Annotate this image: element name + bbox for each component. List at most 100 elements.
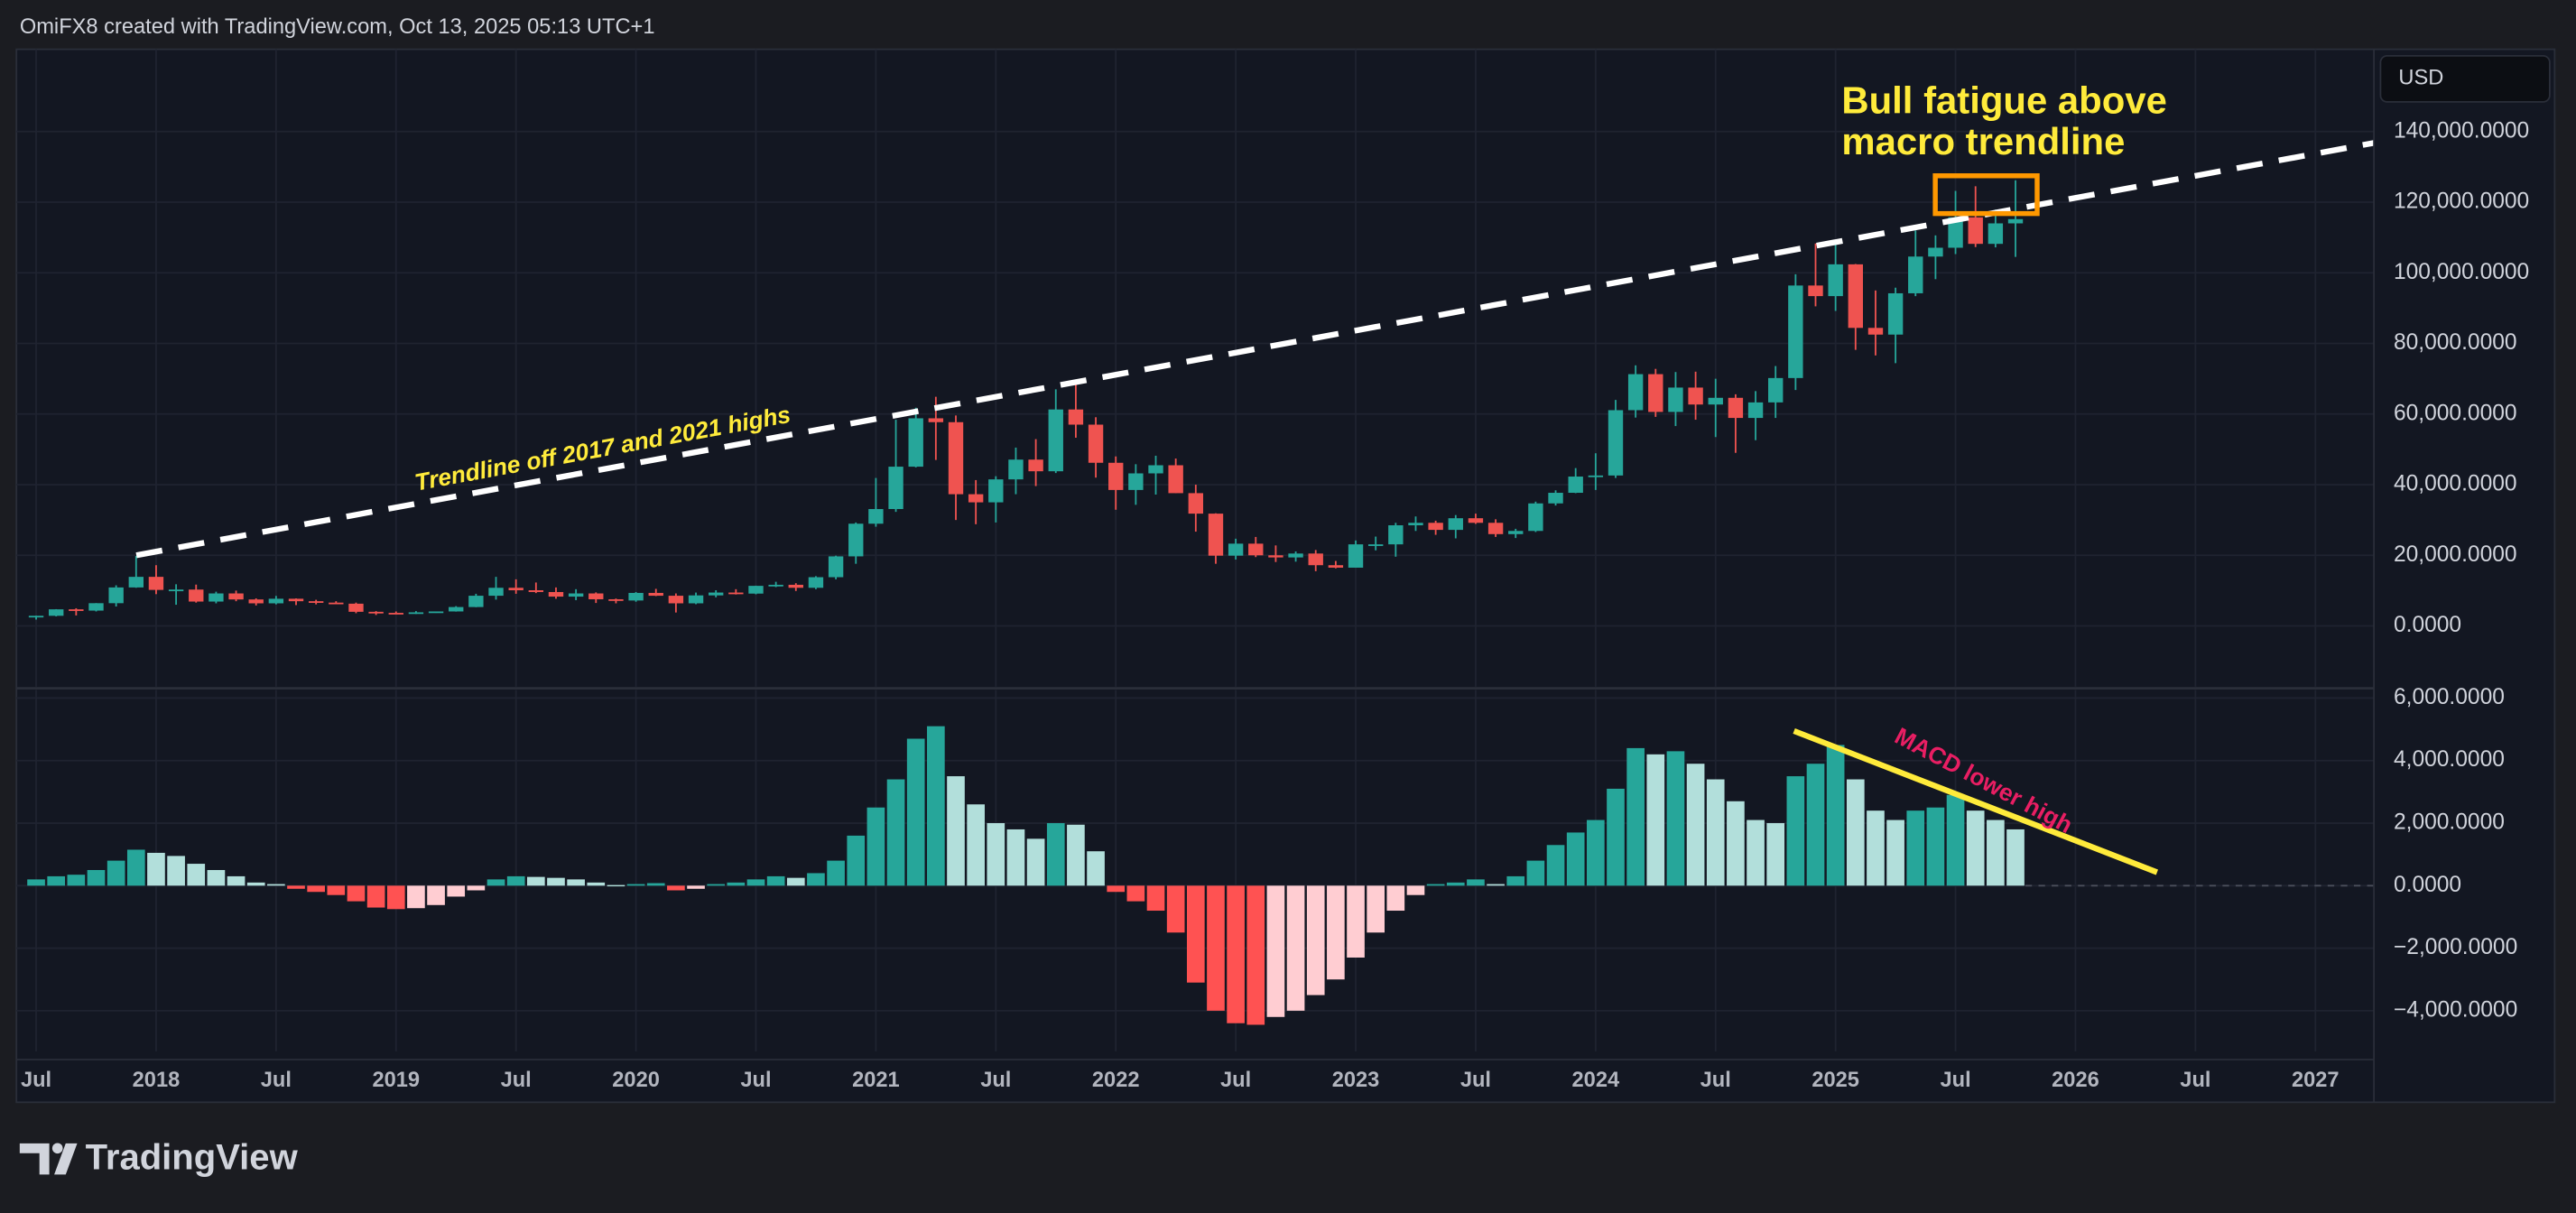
candle-body: [508, 588, 524, 591]
macd-bar: [167, 856, 185, 886]
candle-body: [768, 584, 783, 587]
logo-mark: [19, 1143, 50, 1175]
macd-bar: [947, 776, 965, 886]
currency-label[interactable]: USD: [2398, 67, 2443, 90]
macd-bar: [1046, 823, 1065, 886]
candle-body: [1568, 477, 1583, 494]
y-tick-label: 2,000.0000: [2394, 810, 2505, 835]
macd-bar: [746, 879, 765, 886]
macd-bar: [1666, 751, 1685, 886]
candle-body: [928, 418, 944, 422]
macd-bar: [1006, 829, 1025, 886]
candle-body: [1887, 292, 1904, 335]
macd-bar: [27, 879, 45, 886]
candle-body: [708, 592, 724, 596]
macd-bar: [707, 884, 726, 886]
x-tick-label: Jul: [1460, 1069, 1491, 1092]
macd-bar: [267, 884, 285, 886]
candle-body: [1728, 397, 1744, 419]
candle-body: [1708, 397, 1723, 405]
macd-bar: [1526, 860, 1545, 886]
x-tick-label: 2020: [612, 1069, 660, 1092]
y-tick-label: 60,000.0000: [2394, 401, 2517, 425]
candle-body: [1828, 264, 1843, 297]
macd-bar: [107, 860, 125, 886]
macd-bar: [1546, 845, 1565, 886]
candle-body: [1228, 543, 1244, 556]
candle-body: [1128, 473, 1144, 490]
candle-body: [648, 592, 663, 597]
macd-bar: [1446, 882, 1465, 886]
candle-body: [1768, 377, 1784, 403]
y-tick-label: 140,000.0000: [2394, 118, 2529, 143]
x-tick-label: 2027: [2292, 1069, 2340, 1092]
macd-bar: [366, 885, 385, 908]
candle-body: [1648, 374, 1663, 412]
candle-body: [1448, 518, 1463, 531]
y-tick-label: 80,000.0000: [2394, 330, 2517, 355]
candle-body: [1668, 387, 1683, 412]
candle-body: [1428, 523, 1443, 531]
x-tick-label: Jul: [21, 1069, 51, 1092]
macd-bar: [327, 885, 346, 895]
macd-bar: [506, 875, 525, 886]
macd-bar: [427, 885, 445, 905]
x-tick-label: 2021: [852, 1069, 900, 1092]
macd-bar: [1587, 819, 1605, 886]
candle-body: [1588, 475, 1604, 477]
candle-body: [968, 494, 984, 503]
candle-body: [1788, 285, 1803, 378]
macd-bar: [1487, 884, 1505, 886]
logo-mark: [51, 1143, 63, 1154]
y-tick-label: 120,000.0000: [2394, 190, 2529, 214]
macd-bar: [906, 738, 925, 886]
candle-body: [908, 418, 923, 468]
y-tick-label: 40,000.0000: [2394, 472, 2517, 496]
macd-bar: [246, 882, 265, 886]
macd-bar: [1646, 754, 1665, 886]
candle-body: [329, 602, 344, 605]
candle-body: [108, 587, 124, 604]
candle-body: [588, 593, 604, 599]
y-tick-label: 0.0000: [2394, 613, 2461, 637]
candle-body: [228, 593, 244, 600]
y-tick-label: −2,000.0000: [2394, 935, 2517, 959]
candle-body: [1688, 387, 1703, 405]
chart-panel: [15, 48, 2556, 1104]
candle-body: [688, 595, 704, 604]
macd-bar: [1087, 851, 1105, 886]
candle-body: [248, 599, 264, 604]
x-tick-label: Jul: [261, 1069, 292, 1092]
currency-box[interactable]: [2379, 54, 2551, 103]
candle-body: [1948, 217, 1963, 248]
candle-body: [1528, 503, 1543, 532]
candle-body: [288, 598, 304, 602]
macd-bar: [1207, 885, 1225, 1011]
candle-body: [2007, 218, 2024, 224]
candle-body: [1108, 462, 1124, 490]
candle-body: [568, 593, 584, 597]
brand-name: TradingView: [86, 1138, 299, 1178]
candle-body: [828, 556, 844, 578]
macd-bar: [786, 877, 805, 886]
x-tick-label: Jul: [740, 1069, 771, 1092]
macd-bar: [1566, 832, 1585, 886]
macd-bar: [1126, 885, 1145, 902]
candle-body: [348, 603, 364, 612]
candle-body: [988, 479, 1004, 503]
candle-body: [1328, 565, 1344, 568]
candle-body: [1028, 459, 1043, 472]
macd-bar: [1686, 764, 1705, 886]
macd-bar: [147, 852, 165, 886]
candle-body: [1548, 493, 1563, 504]
candle-body: [28, 616, 44, 618]
candle-body: [528, 590, 544, 592]
x-tick-label: Jul: [501, 1069, 532, 1092]
candle-body: [1208, 514, 1224, 556]
macd-bar: [987, 823, 1005, 886]
macd-bar: [1867, 810, 1885, 886]
candle-body: [1468, 518, 1484, 523]
macd-bar: [1286, 885, 1305, 1011]
macd-bar: [1386, 885, 1405, 912]
x-tick-label: 2022: [1092, 1069, 1140, 1092]
